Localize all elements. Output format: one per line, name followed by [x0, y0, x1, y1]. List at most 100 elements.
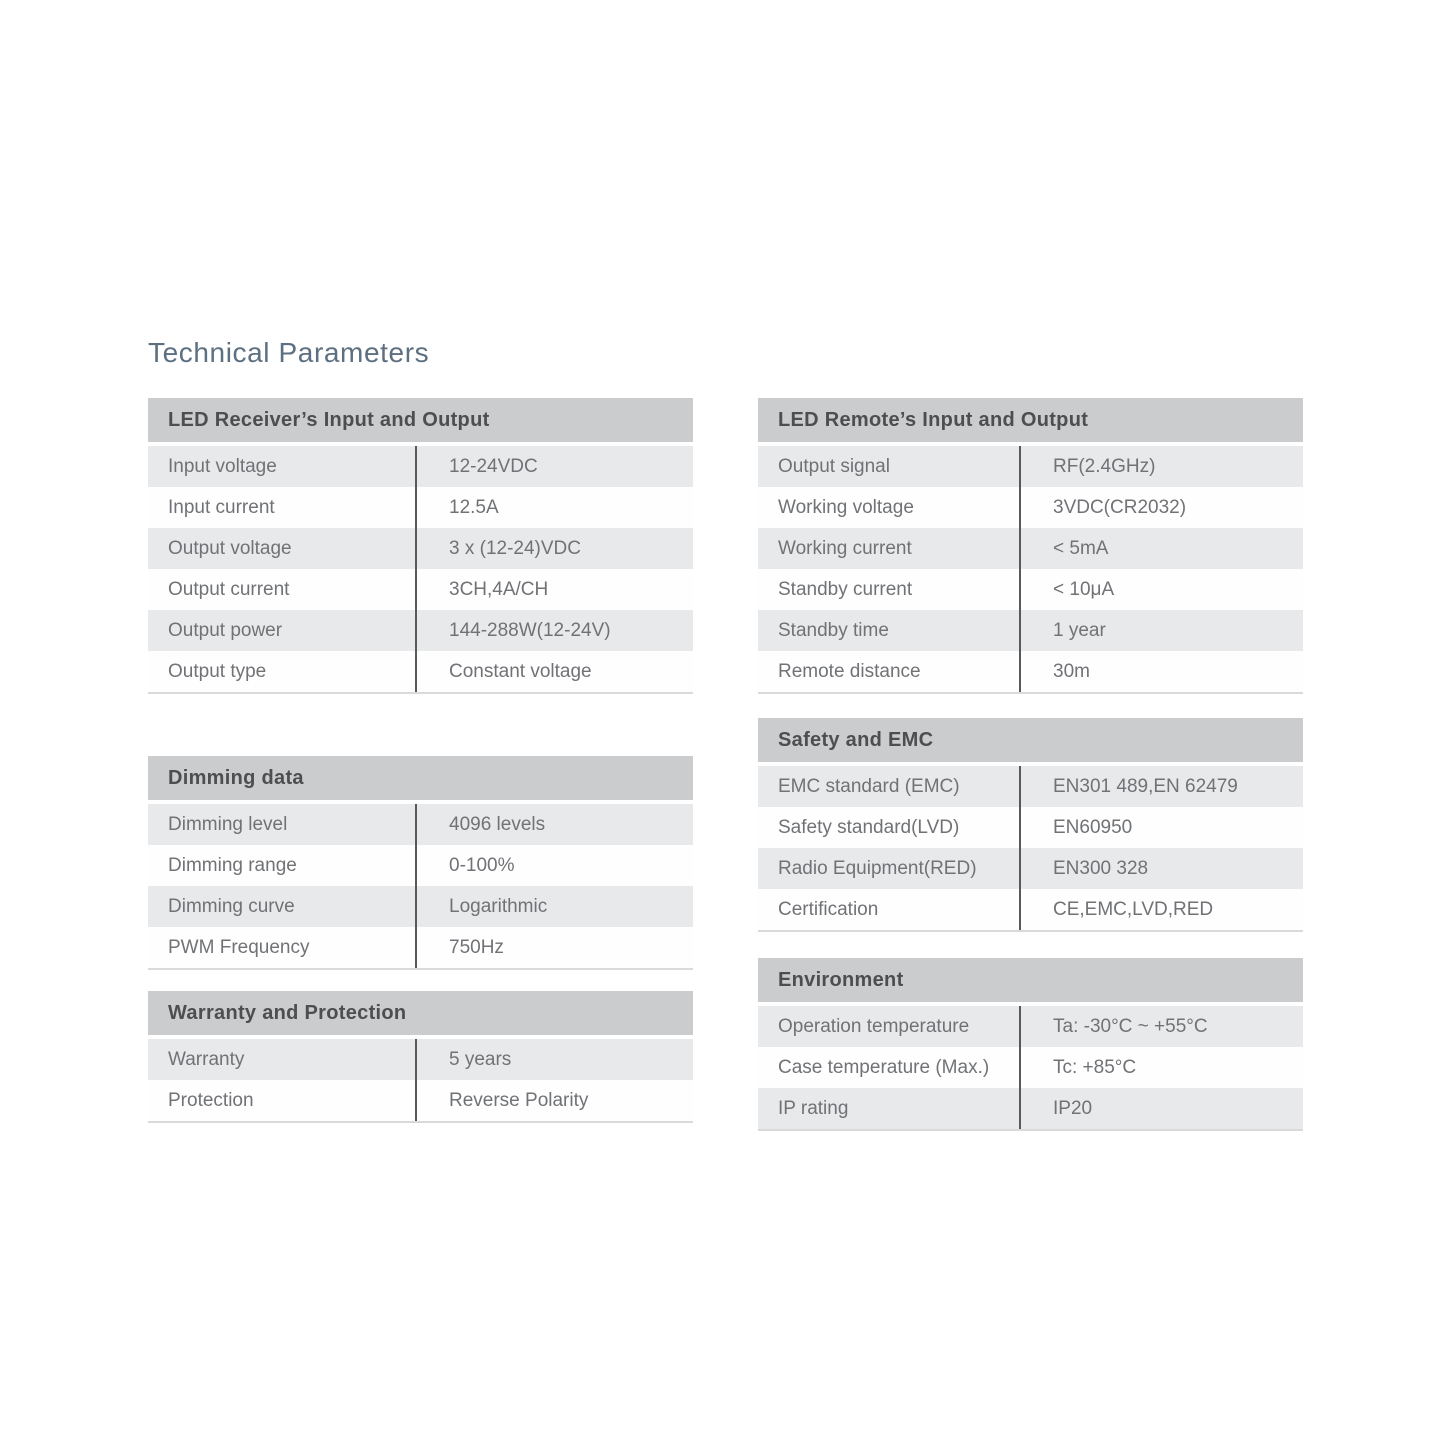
table-row: Working voltage 3VDC(CR2032): [758, 487, 1303, 528]
table-title: LED Receiver’s Input and Output: [168, 408, 490, 431]
row-label: Output signal: [778, 455, 890, 477]
row-value: 5 years: [415, 1039, 693, 1080]
row-label: Case temperature (Max.): [778, 1056, 990, 1078]
row-label: Input voltage: [168, 455, 277, 477]
table-row: Remote distance 30m: [758, 651, 1303, 692]
row-value: EN300 328: [1019, 848, 1303, 889]
row-label: Standby time: [778, 619, 889, 641]
table-led-receiver-input-output: LED Receiver’s Input and Output Input vo…: [148, 398, 693, 694]
table-header: Warranty and Protection: [148, 991, 693, 1035]
row-label: Operation temperature: [778, 1015, 970, 1037]
table-row: Warranty 5 years: [148, 1039, 693, 1080]
row-label: Output voltage: [168, 537, 292, 559]
row-value: EN301 489,EN 62479: [1019, 766, 1303, 807]
table-body: Operation temperature Ta: -30°C ~ +55°C Ca…: [758, 1006, 1303, 1131]
table-title: LED Remote’s Input and Output: [778, 408, 1089, 431]
row-value: 4096 levels: [415, 804, 693, 845]
row-value: < 5mA: [1019, 528, 1303, 569]
row-label: PWM Frequency: [168, 936, 310, 958]
row-value: 1 year: [1019, 610, 1303, 651]
table-row: Dimming level 4096 levels: [148, 804, 693, 845]
page-title: Technical Parameters: [148, 336, 430, 368]
table-row: Case temperature (Max.) Tc: +85°C: [758, 1047, 1303, 1088]
table-body: Warranty 5 years Protection Reverse Polarit…: [148, 1039, 693, 1123]
row-label: Input current: [168, 496, 275, 518]
row-value: EN60950: [1019, 807, 1303, 848]
row-label: IP rating: [778, 1097, 849, 1119]
table-row: Standby current < 10μA: [758, 569, 1303, 610]
row-label: EMC standard (EMC): [778, 775, 960, 797]
table-led-remote-input-output: LED Remote’s Input and Output Output sig…: [758, 398, 1303, 694]
row-label: Dimming range: [168, 854, 297, 876]
table-row: Input voltage 12-24VDC: [148, 446, 693, 487]
row-label: Working current: [778, 537, 912, 559]
row-label: Output current: [168, 578, 290, 600]
row-value: Logarithmic: [415, 886, 693, 927]
table-row: Protection Reverse Polarity: [148, 1080, 693, 1121]
table-row: Operation temperature Ta: -30°C ~ +55°C: [758, 1006, 1303, 1047]
table-row: Output voltage 3 x (12-24)VDC: [148, 528, 693, 569]
table-body: Input voltage 12-24VDC Input current 12.5A O…: [148, 446, 693, 694]
table-row: Standby time 1 year: [758, 610, 1303, 651]
table-title: Environment: [778, 968, 904, 991]
table-row: Dimming curve Logarithmic: [148, 886, 693, 927]
row-value: IP20: [1019, 1088, 1303, 1129]
table-row: EMC standard (EMC) EN301 489,EN 62479: [758, 766, 1303, 807]
row-value: 0-100%: [415, 845, 693, 886]
row-label: Dimming level: [168, 813, 288, 835]
row-value: Ta: -30°C ~ +55°C: [1019, 1006, 1303, 1047]
table-title: Safety and EMC: [778, 728, 934, 751]
table-safety-emc: Safety and EMC EMC standard (EMC) EN301 4…: [758, 718, 1303, 932]
row-value: 3CH,4A/CH: [415, 569, 693, 610]
row-value: CE,EMC,LVD,RED: [1019, 889, 1303, 930]
row-label: Working voltage: [778, 496, 914, 518]
row-label: Dimming curve: [168, 895, 295, 917]
row-value: Constant voltage: [415, 651, 693, 692]
table-row: Safety standard(LVD) EN60950: [758, 807, 1303, 848]
row-value: 144-288W(12-24V): [415, 610, 693, 651]
row-value: Reverse Polarity: [415, 1080, 693, 1121]
table-header: Dimming data: [148, 756, 693, 800]
table-row: Input current 12.5A: [148, 487, 693, 528]
row-value: < 10μA: [1019, 569, 1303, 610]
row-label: Remote distance: [778, 660, 921, 682]
table-row: Working current < 5mA: [758, 528, 1303, 569]
row-label: Certification: [778, 898, 879, 920]
table-environment: Environment Operation temperature Ta: -30…: [758, 958, 1303, 1131]
row-label: Protection: [168, 1089, 254, 1111]
table-title: Warranty and Protection: [168, 1001, 407, 1024]
row-value: 30m: [1019, 651, 1303, 692]
row-label: Output power: [168, 619, 283, 641]
table-body: Dimming level 4096 levels Dimming range 0-1…: [148, 804, 693, 970]
row-value: 3VDC(CR2032): [1019, 487, 1303, 528]
table-header: LED Remote’s Input and Output: [758, 398, 1303, 442]
table-header: Environment: [758, 958, 1303, 1002]
table-header: Safety and EMC: [758, 718, 1303, 762]
table-body: Output signal RF(2.4GHz) Working voltage 3V…: [758, 446, 1303, 694]
table-row: Output power 144-288W(12-24V): [148, 610, 693, 651]
table-title: Dimming data: [168, 766, 304, 789]
table-row: PWM Frequency 750Hz: [148, 927, 693, 968]
table-header: LED Receiver’s Input and Output: [148, 398, 693, 442]
row-value: Tc: +85°C: [1019, 1047, 1303, 1088]
row-label: Warranty: [168, 1048, 245, 1070]
table-warranty-protection: Warranty and Protection Warranty 5 years P…: [148, 991, 693, 1123]
table-row: Radio Equipment(RED) EN300 328: [758, 848, 1303, 889]
row-value: RF(2.4GHz): [1019, 446, 1303, 487]
row-label: Output type: [168, 660, 267, 682]
table-row: Output signal RF(2.4GHz): [758, 446, 1303, 487]
table-row: Output current 3CH,4A/CH: [148, 569, 693, 610]
table-row: Dimming range 0-100%: [148, 845, 693, 886]
table-row: Certification CE,EMC,LVD,RED: [758, 889, 1303, 930]
table-body: EMC standard (EMC) EN301 489,EN 62479 Safe…: [758, 766, 1303, 932]
row-value: 12.5A: [415, 487, 693, 528]
table-row: IP rating IP20: [758, 1088, 1303, 1129]
row-value: 12-24VDC: [415, 446, 693, 487]
row-label: Radio Equipment(RED): [778, 857, 977, 879]
row-value: 3 x (12-24)VDC: [415, 528, 693, 569]
row-value: 750Hz: [415, 927, 693, 968]
row-label: Standby current: [778, 578, 913, 600]
table-dimming-data: Dimming data Dimming level 4096 levels Dim…: [148, 756, 693, 970]
table-row: Output type Constant voltage: [148, 651, 693, 692]
